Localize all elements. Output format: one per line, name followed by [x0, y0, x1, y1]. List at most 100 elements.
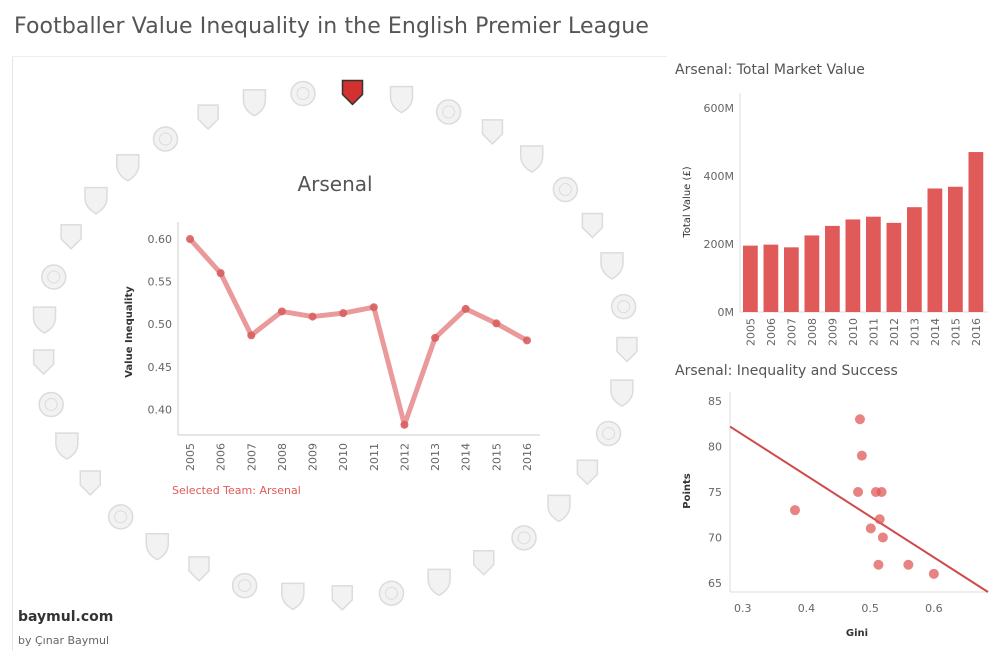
x-tick-label: 2014 — [929, 318, 942, 346]
scatter-point[interactable] — [928, 568, 939, 579]
team-badge-icon[interactable] — [32, 306, 57, 334]
team-badge-icon[interactable] — [610, 379, 634, 407]
team-badge-icon[interactable] — [427, 568, 451, 597]
team-badge-icon[interactable] — [552, 176, 579, 203]
data-point[interactable] — [247, 331, 256, 340]
team-badge-icon[interactable] — [281, 582, 305, 611]
team-badge-icon[interactable] — [389, 85, 414, 114]
x-tick-label: 2008 — [806, 318, 819, 346]
x-tick-label: 2009 — [307, 443, 320, 471]
team-badge-icon[interactable] — [60, 224, 82, 250]
scatter-point[interactable] — [903, 559, 914, 570]
team-badge-icon[interactable] — [331, 585, 354, 611]
team-badge-icon[interactable] — [242, 89, 267, 117]
bar[interactable] — [948, 186, 963, 312]
scatter-point[interactable] — [854, 414, 865, 425]
bar[interactable] — [886, 222, 902, 312]
data-point[interactable] — [339, 309, 348, 318]
team-badge-icon[interactable] — [79, 470, 101, 497]
bar[interactable] — [784, 247, 799, 312]
team-badge-icon[interactable] — [511, 525, 537, 551]
team-badge-ring — [32, 79, 638, 611]
team-badge-icon[interactable] — [481, 119, 504, 145]
x-tick-label: 2006 — [765, 318, 778, 346]
bar[interactable] — [763, 244, 779, 312]
y-tick-label: 75 — [708, 486, 722, 499]
scatter-point[interactable] — [865, 523, 876, 534]
bar[interactable] — [804, 235, 820, 312]
success-title: Arsenal: Inequality and Success — [675, 363, 898, 379]
arsenal-badge-icon[interactable] — [341, 79, 364, 106]
data-point[interactable] — [431, 333, 440, 342]
scatter-point[interactable] — [853, 487, 864, 497]
data-point[interactable] — [186, 235, 194, 244]
team-badge-icon[interactable] — [616, 336, 638, 363]
team-badge-icon[interactable] — [84, 186, 108, 215]
x-tick-label: 2012 — [398, 443, 411, 471]
data-point[interactable] — [277, 307, 286, 316]
bar[interactable] — [907, 207, 922, 312]
data-point[interactable] — [308, 312, 317, 321]
author-credit: by Çınar Baymul — [18, 634, 109, 647]
team-badge-icon[interactable] — [231, 572, 258, 599]
data-point[interactable] — [369, 303, 378, 312]
team-badge-icon[interactable] — [600, 252, 624, 280]
scatter-point[interactable] — [876, 487, 887, 497]
team-badge-icon[interactable] — [116, 154, 140, 182]
team-badge-icon[interactable] — [188, 556, 210, 582]
y-tick-label: 0.40 — [148, 403, 173, 416]
bar[interactable] — [825, 225, 840, 312]
bar[interactable] — [866, 216, 881, 312]
team-badge-icon[interactable] — [290, 80, 316, 107]
x-tick-label: 2011 — [368, 443, 381, 471]
team-badge-icon[interactable] — [581, 212, 604, 239]
team-badge-icon[interactable] — [610, 293, 637, 320]
data-point[interactable] — [461, 304, 470, 313]
team-badge-icon[interactable] — [55, 432, 79, 461]
y-tick-label: 0.55 — [148, 276, 173, 289]
team-badge-icon[interactable] — [38, 391, 64, 418]
success-scatter-chart: Points Gini 65 70 75 80 85 0.3 0.4 0.5 0.6 — [682, 392, 989, 639]
site-link[interactable]: baymul.com — [18, 609, 114, 625]
bar[interactable] — [743, 245, 758, 312]
page-title: Footballer Value Inequality in the Engli… — [14, 14, 649, 39]
team-badge-icon[interactable] — [32, 349, 55, 376]
team-badge-icon[interactable] — [197, 104, 219, 131]
data-point[interactable] — [523, 336, 531, 345]
team-badge-icon[interactable] — [472, 549, 495, 576]
team-badge-icon[interactable] — [41, 264, 67, 290]
x-tick-label: 2007 — [245, 443, 258, 471]
x-tick-label: 2007 — [785, 318, 798, 346]
data-point[interactable] — [492, 319, 501, 328]
x-tick-label: 2005 — [744, 318, 757, 346]
x-tick-label: 2013 — [429, 443, 442, 471]
x-tick-label: 2016 — [970, 318, 983, 346]
team-badge-icon[interactable] — [519, 145, 544, 173]
scatter-point[interactable] — [877, 532, 888, 543]
bar[interactable] — [845, 219, 861, 312]
data-point[interactable] — [400, 420, 409, 429]
inequality-series-line — [188, 237, 529, 428]
scatter-point[interactable] — [873, 559, 884, 570]
team-badge-icon[interactable] — [145, 532, 170, 561]
x-tick-label: 2015 — [949, 318, 962, 346]
team-badge-icon[interactable] — [107, 504, 134, 530]
team-badge-icon[interactable] — [595, 420, 622, 447]
x-tick-label: 2010 — [337, 443, 350, 471]
team-badge-icon[interactable] — [576, 459, 599, 486]
data-point[interactable] — [216, 269, 225, 278]
team-badge-icon[interactable] — [547, 494, 571, 523]
y-tick-label: 0M — [718, 306, 735, 319]
scatter-point[interactable] — [789, 505, 800, 516]
x-tick-label: 2008 — [276, 443, 289, 471]
team-badge-icon[interactable] — [152, 126, 179, 152]
x-tick-label: 2006 — [215, 443, 228, 471]
bar[interactable] — [968, 152, 984, 312]
scatter-point[interactable] — [874, 514, 885, 525]
team-badge-icon[interactable] — [435, 99, 462, 125]
scatter-point[interactable] — [856, 450, 867, 461]
team-badge-icon[interactable] — [378, 580, 405, 606]
y-tick-label: 70 — [708, 531, 722, 544]
bar[interactable] — [927, 188, 943, 312]
